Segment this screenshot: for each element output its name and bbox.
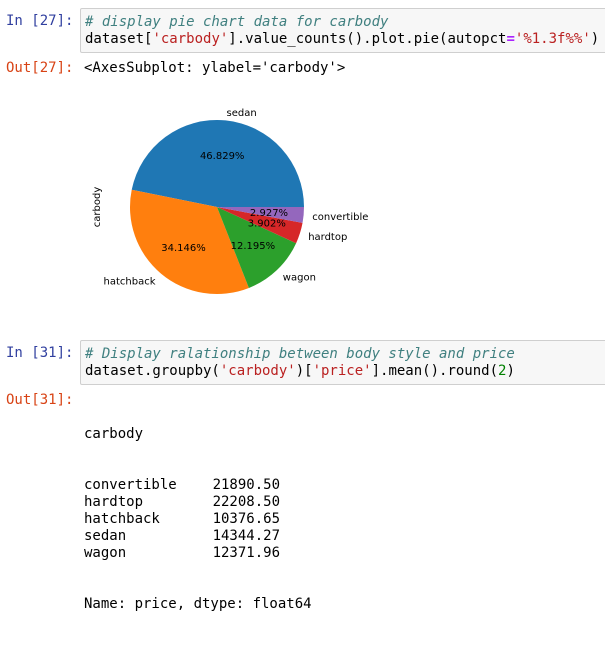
pie-slice-sedan	[131, 119, 304, 207]
slice-pct-wagon: 12.195%	[231, 241, 276, 252]
output-area-27: Out[27]: <AxesSubplot: ylabel='carbody'>…	[0, 60, 605, 300]
series-value: 14344.27	[212, 528, 280, 544]
series-row: convertible 21890.50	[84, 477, 312, 494]
input-prompt: In [31]:	[6, 345, 74, 361]
code-editor[interactable]: # Display ralationship between body styl…	[80, 340, 605, 385]
series-footer: Name: price, dtype: float64	[84, 596, 312, 612]
series-row: hardtop 22208.50	[84, 494, 312, 511]
slice-label-sedan: sedan	[227, 108, 257, 119]
pie-slice-hatchback	[129, 189, 249, 294]
pie-slice-convertible	[217, 207, 304, 223]
slice-label-convertible: convertible	[312, 212, 368, 223]
series-value: 21890.50	[212, 477, 280, 493]
slice-pct-convertible: 2.927%	[250, 208, 288, 219]
pie-slice-wagon	[217, 207, 297, 288]
series-output: carbody convertible 21890.50 hardtop 22208.…	[84, 392, 312, 647]
series-index: hardtop	[84, 494, 144, 510]
code-string: 'price'	[312, 363, 372, 379]
code-token: dataset.groupby(	[85, 363, 220, 379]
code-token: )[	[295, 363, 313, 379]
series-value: 10376.65	[212, 511, 280, 527]
code-string: '%1.3f%%'	[514, 31, 591, 47]
code-comment: # Display ralationship between body styl…	[85, 346, 515, 362]
output-prompt: Out[31]:	[6, 392, 74, 408]
series-value: 12371.96	[212, 545, 280, 561]
code-operator: =	[506, 31, 515, 47]
slice-pct-sedan: 46.829%	[200, 151, 245, 162]
series-row: sedan 14344.27	[84, 528, 312, 545]
code-number: 2	[498, 363, 507, 379]
slice-label-hardtop: hardtop	[308, 232, 347, 243]
output-area-31: Out[31]: carbody convertible 21890.50 hard…	[0, 392, 605, 612]
series-index: hatchback	[84, 511, 160, 527]
slice-label-hatchback: hatchback	[104, 276, 156, 287]
code-editor[interactable]: # display pie chart data for carbody dat…	[80, 8, 605, 53]
code-string: 'carbody'	[152, 31, 229, 47]
series-row: wagon 12371.96	[84, 545, 312, 562]
series-header: carbody	[84, 426, 144, 442]
output-prompt: Out[27]:	[6, 60, 74, 76]
series-rows: convertible 21890.50 hardtop 22208.50 hatchb…	[84, 477, 312, 562]
code-token: )	[590, 31, 600, 47]
pie-slice-hardtop	[217, 207, 303, 244]
code-token: )	[506, 363, 515, 379]
output-repr: <AxesSubplot: ylabel='carbody'>	[84, 60, 346, 76]
code-cell-27[interactable]: In [27]: # display pie chart data for ca…	[0, 8, 605, 53]
chart-ylabel: carbody	[92, 187, 103, 228]
series-index: wagon	[84, 545, 127, 561]
series-value: 22208.50	[212, 494, 280, 510]
slice-label-wagon: wagon	[283, 273, 316, 284]
slice-pct-hatchback: 34.146%	[161, 243, 206, 254]
series-index: convertible	[84, 477, 177, 493]
series-row: hatchback 10376.65	[84, 511, 312, 528]
pie-chart: sedan 46.829% hatchback 34.146% wagon 12.195%…	[92, 108, 368, 294]
code-comment: # display pie chart data for carbody	[85, 14, 389, 30]
series-index: sedan	[84, 528, 127, 544]
code-cell-31[interactable]: In [31]: # Display ralationship between …	[0, 340, 605, 385]
code-string: 'carbody'	[219, 363, 296, 379]
code-token: dataset[	[85, 31, 153, 47]
code-token: ].mean().round(	[371, 363, 499, 379]
input-prompt: In [27]:	[6, 13, 74, 29]
slice-pct-hardtop: 3.902%	[248, 219, 286, 230]
code-token: ].value_counts().plot.pie(autopct	[228, 31, 507, 47]
